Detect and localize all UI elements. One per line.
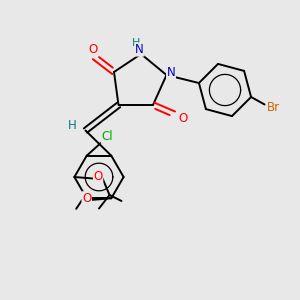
Text: O: O bbox=[82, 192, 91, 205]
Text: Cl: Cl bbox=[101, 130, 113, 143]
Text: N: N bbox=[135, 43, 144, 56]
Text: O: O bbox=[94, 170, 103, 184]
Text: O: O bbox=[88, 43, 98, 56]
Text: H: H bbox=[132, 38, 141, 48]
Text: O: O bbox=[178, 112, 188, 125]
Text: Br: Br bbox=[267, 101, 280, 114]
Text: H: H bbox=[68, 119, 76, 133]
Text: N: N bbox=[167, 65, 176, 79]
